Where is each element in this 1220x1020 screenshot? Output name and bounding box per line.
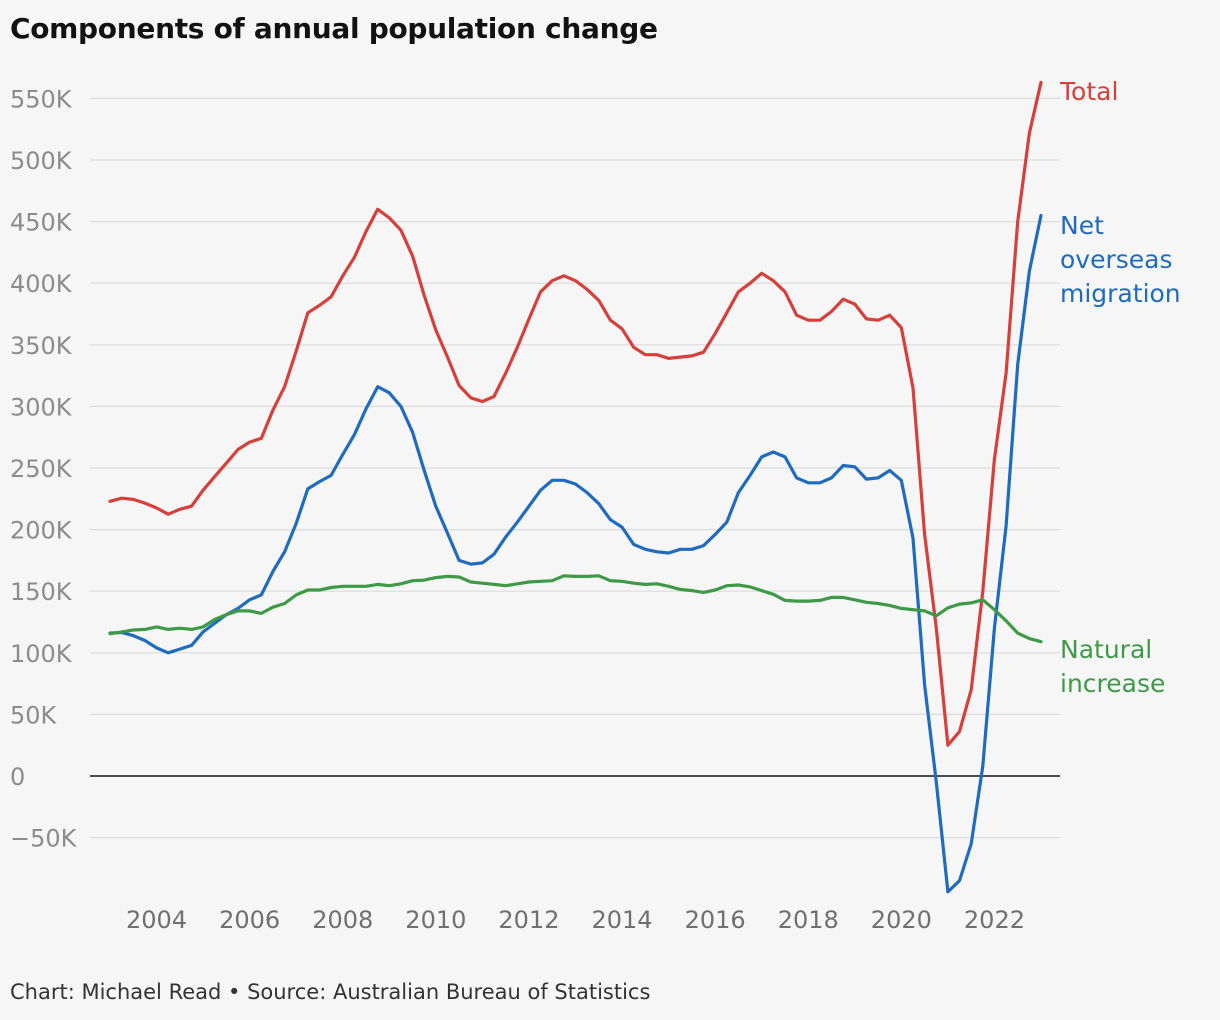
y-tick-label: 0 — [10, 763, 25, 791]
y-tick-label: 200K — [10, 517, 73, 545]
y-axis-tick-labels: 550K 500K 450K 400K 350K 300K 250K 200K 150K 100K… — [10, 85, 78, 852]
x-tick-label: 2016 — [685, 906, 746, 934]
series-label-net-overseas-migration: Net overseas migration — [1060, 211, 1181, 308]
x-tick-label: 2022 — [964, 906, 1025, 934]
series-line-natural-increase — [108, 574, 1043, 644]
series-lines — [108, 80, 1043, 894]
y-tick-label: 350K — [10, 332, 73, 360]
y-tick-label: −50K — [10, 825, 78, 853]
series-label-line: migration — [1060, 279, 1181, 308]
series-label-line: Total — [1059, 77, 1118, 106]
series-label-line: overseas — [1060, 245, 1173, 274]
y-tick-label: 450K — [10, 209, 73, 237]
series-label-natural-increase: Natural increase — [1060, 635, 1165, 698]
gridlines — [90, 97, 1060, 839]
series-labels: Total Net overseas migration Natural increase — [1059, 77, 1181, 698]
y-tick-label: 100K — [10, 640, 73, 668]
series-label-line: increase — [1060, 669, 1165, 698]
chart-title: Components of annual population change — [10, 12, 658, 45]
series-line-net-overseas-migration — [108, 213, 1043, 894]
series-label-total: Total — [1059, 77, 1118, 106]
x-tick-label: 2018 — [778, 906, 839, 934]
y-tick-label: 150K — [10, 578, 73, 606]
x-tick-label: 2014 — [592, 906, 653, 934]
y-tick-label: 250K — [10, 455, 73, 483]
chart-credit: Chart: Michael Read • Source: Australian… — [10, 980, 651, 1004]
x-tick-label: 2012 — [498, 906, 559, 934]
x-tick-label: 2020 — [871, 906, 932, 934]
x-tick-label: 2008 — [312, 906, 373, 934]
series-label-line: Natural — [1060, 635, 1152, 664]
y-tick-label: 50K — [10, 701, 58, 729]
series-line-total — [108, 80, 1043, 747]
y-tick-label: 550K — [10, 85, 73, 113]
y-tick-label: 400K — [10, 270, 73, 298]
x-tick-label: 2006 — [219, 906, 280, 934]
series-label-line: Net — [1060, 211, 1104, 240]
y-tick-label: 500K — [10, 147, 73, 175]
x-axis-tick-labels: 2004 2006 2008 2010 2012 2014 2016 2018 2020 2022 — [126, 906, 1025, 934]
y-tick-label: 300K — [10, 393, 73, 421]
x-tick-label: 2010 — [405, 906, 466, 934]
x-tick-label: 2004 — [126, 906, 187, 934]
